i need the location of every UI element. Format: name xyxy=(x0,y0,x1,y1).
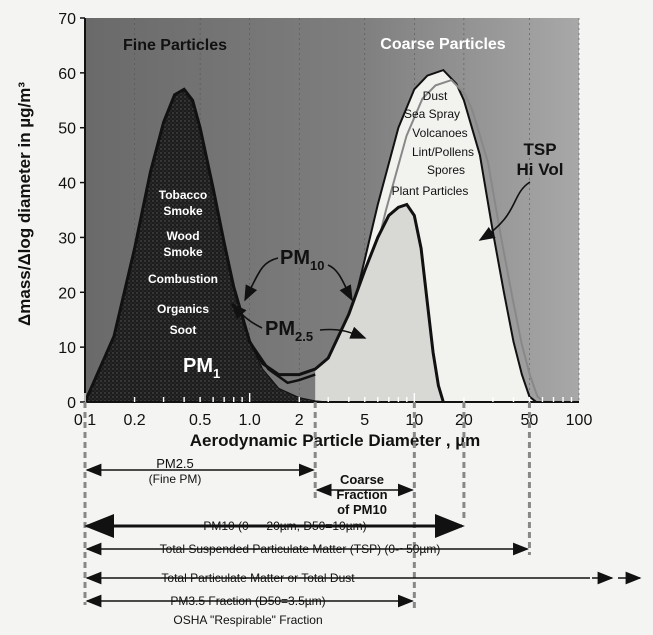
coarse-source-lint: Lint/Pollens xyxy=(412,145,474,159)
x-tick-label: 100 xyxy=(566,412,593,429)
y-tick-label: 70 xyxy=(58,11,76,28)
x-tick-label: 0.2 xyxy=(123,412,145,429)
pm25-pointer-right xyxy=(319,326,367,339)
pointer-arrows xyxy=(230,181,531,339)
range-pm35-label: PM3.5 Fraction (D50=3.5µm) xyxy=(170,594,325,608)
x-tick-label: 20 xyxy=(455,412,473,429)
x-tick-label: 10 xyxy=(405,412,423,429)
x-tick-label: 5 xyxy=(360,412,369,429)
range-coarse-line2: Fraction xyxy=(336,487,387,502)
pm25-label: PM2.5 xyxy=(265,318,313,344)
y-tick-label: 60 xyxy=(58,66,76,83)
range-tsp-label: Total Suspended Particulate Matter (TSP)… xyxy=(160,542,441,556)
series-pm10-coarse-area xyxy=(315,204,444,402)
range-coarse-line3: of PM10 xyxy=(337,502,387,517)
series-layer xyxy=(83,68,546,403)
fine-source-smoke-2: Smoke xyxy=(163,245,203,259)
y-tick-label: 20 xyxy=(58,285,76,302)
y-tick-label: 10 xyxy=(58,340,76,357)
y-tick-label: 30 xyxy=(58,230,76,247)
coarse-source-spores: Spores xyxy=(427,163,465,177)
x-minor-ticks xyxy=(84,393,573,402)
fine-source-wood: Wood xyxy=(166,229,199,243)
y-tick-label: 0 xyxy=(67,395,76,412)
tsp-pointer xyxy=(478,181,531,241)
coarse-source-sea-spray: Sea Spray xyxy=(404,107,460,121)
pm10-label: PM10 xyxy=(280,247,324,273)
fine-source-tobacco: Tobacco xyxy=(159,188,207,202)
coarse-source-dust: Dust xyxy=(423,89,448,103)
coarse-source-plant: Plant Particles xyxy=(392,184,469,198)
y-axis-title: Δmass/Δlog diameter in µg/m³ xyxy=(15,82,34,326)
y-tick-labels: 0 10 20 30 40 50 60 70 xyxy=(58,11,85,412)
pm1-label: PM1 xyxy=(183,355,220,381)
tsp-label: TSP xyxy=(523,140,556,159)
coarse-source-volcanoes: Volcanoes xyxy=(412,126,467,140)
range-coarse-label: Coarse xyxy=(340,472,384,487)
pm10-pointer-right xyxy=(327,264,353,302)
fine-particles-title: Fine Particles xyxy=(123,37,227,54)
y-tick-label: 40 xyxy=(58,176,76,193)
range-pm25-line2: (Fine PM) xyxy=(149,472,202,486)
range-pm10-label: PM10 (0 - ~20µm, D50=10µm) xyxy=(203,519,366,533)
fine-source-combustion: Combustion xyxy=(148,272,218,286)
fine-source-soot: Soot xyxy=(170,323,197,337)
coarse-particles-title: Coarse Particles xyxy=(380,36,506,53)
x-tick-label: 0.1 xyxy=(74,412,96,429)
series-pm10-line xyxy=(83,87,445,403)
x-tick-label: 0.5 xyxy=(189,412,211,429)
tsp-hivol-label: Hi Vol xyxy=(517,160,564,179)
x-tick-label: 1.0 xyxy=(239,412,261,429)
y-tick-label: 50 xyxy=(58,121,76,138)
x-axis-title: Aerodynamic Particle Diameter , µm xyxy=(190,431,480,450)
x-tick-label: 50 xyxy=(521,412,539,429)
fine-source-smoke-1: Smoke xyxy=(163,204,203,218)
range-total-label: Total Particulate Matter or Total Dust xyxy=(161,571,355,585)
fine-source-organics: Organics xyxy=(157,302,209,316)
range-osha-label: OSHA "Respirable" Fraction xyxy=(173,613,322,627)
x-tick-label: 2 xyxy=(295,412,304,429)
range-pm25-label: PM2.5 xyxy=(156,456,194,471)
series-pm25-line xyxy=(248,340,316,385)
pm10-pointer-left xyxy=(244,257,279,302)
x-tick-labels: 0.1 0.2 0.5 1.0 2 5 10 20 50 100 xyxy=(74,412,593,429)
pm25-pointer xyxy=(230,302,263,329)
